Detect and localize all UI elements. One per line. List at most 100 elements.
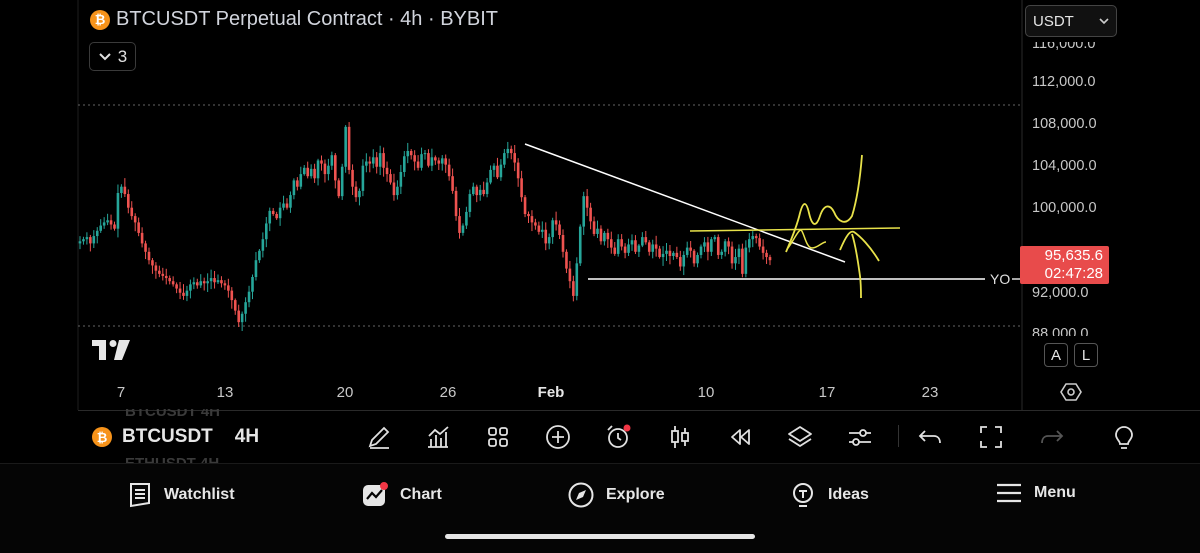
candle-body [696, 254, 699, 264]
candle-body [158, 270, 161, 274]
ghost-symbol-next: ETHUSDT 4H [125, 455, 219, 463]
toolbar-interval[interactable]: 4H [234, 426, 260, 447]
undo-icon[interactable] [916, 423, 944, 451]
candle-body [541, 229, 544, 232]
candle-body [223, 283, 227, 286]
candle-body [723, 241, 727, 252]
replay-icon[interactable] [726, 423, 754, 451]
chevron-down-icon [1099, 18, 1109, 25]
layers-icon[interactable] [786, 423, 814, 451]
log-scale-button[interactable]: L [1074, 343, 1098, 367]
candle-body [178, 288, 182, 293]
nav-explore[interactable]: Explore [568, 482, 665, 508]
candle-body [568, 268, 572, 282]
candle-body [713, 237, 717, 240]
candle-body [589, 207, 592, 222]
candle-body [668, 250, 672, 256]
pencil-icon[interactable] [365, 423, 393, 451]
candle-body [444, 158, 447, 165]
tradingview-logo[interactable] [92, 336, 130, 367]
candle-body [706, 242, 710, 252]
nav-menu-label: Menu [1034, 484, 1076, 501]
candle-body [758, 238, 761, 247]
candle-body [344, 126, 347, 167]
candle-body [641, 237, 644, 246]
candles-icon[interactable] [666, 423, 694, 451]
plus-circle-icon[interactable] [544, 423, 572, 451]
candle-body [409, 151, 413, 156]
candles-layer [78, 122, 772, 332]
candle-body [530, 216, 534, 223]
candle-body [613, 247, 617, 254]
candle-body [220, 280, 223, 284]
candle-body [647, 242, 651, 252]
currency-select[interactable]: USDT [1025, 5, 1117, 37]
candle-body [265, 223, 268, 240]
candle-body [378, 153, 382, 167]
candle-body [741, 248, 744, 274]
candle-body [682, 254, 686, 267]
candle-body [485, 182, 489, 195]
auto-scale-button[interactable]: A [1044, 343, 1068, 367]
candle-body [496, 165, 499, 178]
candle-body [475, 186, 479, 196]
candle-body [513, 153, 516, 163]
last-price-badge: 95,635.6 02:47:28 [1020, 246, 1109, 284]
candle-body [720, 251, 723, 255]
candle-body [261, 239, 265, 251]
candle-body [575, 263, 579, 296]
fullscreen-icon[interactable] [977, 423, 1005, 451]
candle-body [275, 214, 278, 219]
tradingview-logo-icon [92, 340, 130, 360]
candle-body [227, 285, 230, 291]
candle-body [389, 174, 392, 183]
candle-body [78, 241, 82, 244]
candle-body [606, 232, 610, 240]
bearish-path-drawing[interactable] [839, 230, 880, 299]
redo-icon[interactable] [1038, 423, 1066, 451]
symbol-selector[interactable]: ₿ BTCUSDT 4H [92, 426, 259, 448]
settings-sliders-icon[interactable] [846, 423, 874, 451]
candle-body [375, 157, 378, 167]
nav-ideas[interactable]: Ideas [790, 482, 869, 508]
time-label: 23 [921, 384, 939, 401]
candle-body [672, 252, 675, 256]
nav-watchlist[interactable]: Watchlist [128, 482, 235, 508]
candle-body [109, 220, 113, 225]
toolbar-symbol: BTCUSDT [122, 426, 213, 447]
indicators-icon[interactable] [424, 423, 452, 451]
candle-body [437, 160, 441, 164]
candle-body [399, 172, 403, 187]
candle-body [610, 239, 613, 248]
small-wave-drawing[interactable] [787, 229, 827, 249]
candle-body [406, 151, 410, 157]
candle-body [451, 176, 454, 191]
descending-trendline[interactable] [524, 143, 846, 263]
symbol-title[interactable]: ₿ BTCUSDT Perpetual Contract · 4h · BYBI… [90, 8, 498, 31]
candle-body [544, 229, 548, 244]
indicators-collapse-button[interactable]: 3 [89, 42, 136, 71]
candle-body [237, 310, 240, 323]
bullish-path-drawing[interactable] [785, 154, 863, 253]
chart-settings-icon[interactable] [1060, 381, 1082, 403]
candle-body [99, 225, 102, 231]
nav-chart[interactable]: Chart [362, 482, 442, 508]
candle-body [554, 220, 558, 225]
chart-title: BTCUSDT Perpetual Contract · 4h · BYBIT [116, 8, 498, 30]
candle-body [116, 193, 120, 229]
candle-body [516, 162, 520, 179]
candle-body [323, 163, 327, 175]
candle-body [199, 281, 203, 286]
candle-body [123, 186, 127, 195]
candle-body [175, 284, 178, 289]
candle-body [503, 153, 506, 165]
candle-body [347, 126, 351, 170]
alarm-icon[interactable] [604, 423, 632, 451]
bulb-icon[interactable] [1110, 423, 1138, 451]
nav-menu[interactable]: Menu [996, 482, 1076, 504]
grid-icon[interactable] [484, 423, 512, 451]
candle-body [371, 157, 375, 164]
candle-body [434, 157, 437, 161]
bottom-navigation [0, 463, 1200, 553]
